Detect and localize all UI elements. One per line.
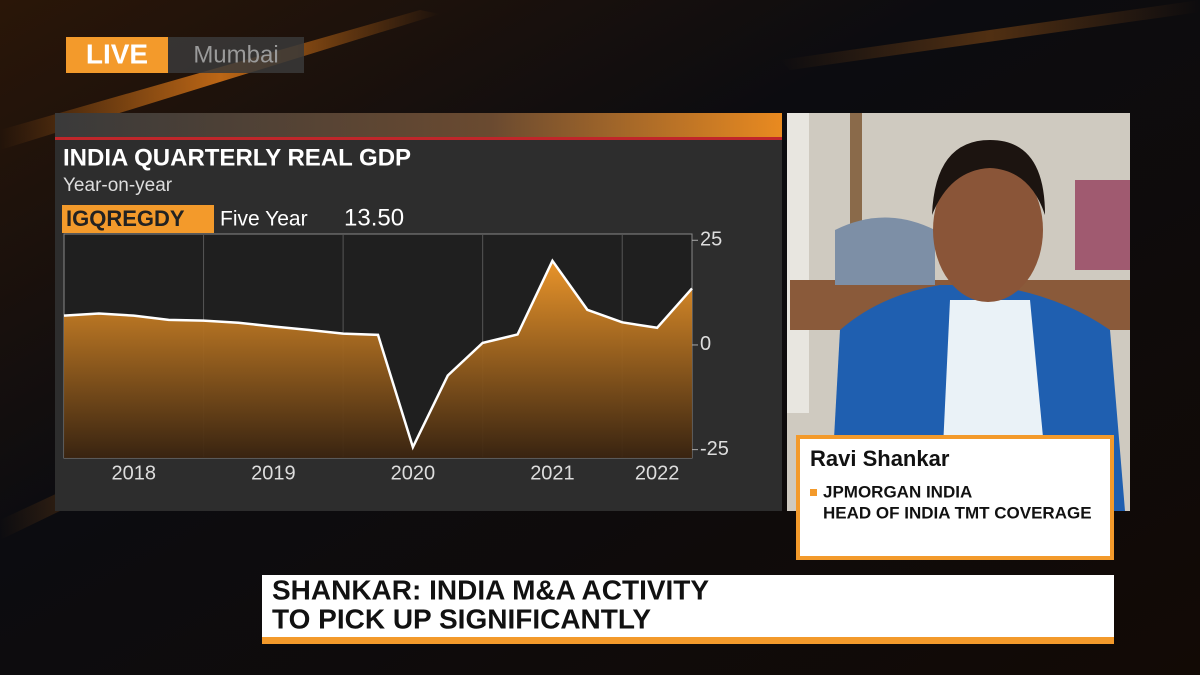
panel-red-rule xyxy=(55,137,782,140)
headline-bg xyxy=(262,575,1114,637)
chart-title: INDIA QUARTERLY REAL GDP xyxy=(63,144,411,171)
face xyxy=(933,158,1043,302)
name-card: Ravi Shankar JPMORGAN INDIA HEAD OF INDI… xyxy=(796,435,1114,560)
x-tick-label: 2019 xyxy=(251,462,296,484)
headline-rule xyxy=(262,637,1114,644)
panel-top-bar xyxy=(55,113,782,138)
bullet xyxy=(810,489,817,496)
period: Five Year xyxy=(220,208,308,231)
headline-line: SHANKAR: INDIA M&A ACTIVITY xyxy=(272,574,709,605)
card-bg xyxy=(796,435,1114,560)
y-tick-label: 0 xyxy=(700,333,711,355)
live-badge xyxy=(66,37,168,73)
x-tick-label: 2021 xyxy=(530,462,575,484)
x-tick-label: 2020 xyxy=(391,462,436,484)
chair xyxy=(835,217,935,285)
last-value: 13.50 xyxy=(344,204,404,231)
guest-name: Ravi Shankar xyxy=(810,446,950,471)
live-label: LIVE xyxy=(86,38,148,69)
location-label: Mumbai xyxy=(193,41,278,68)
picture-frame xyxy=(1075,180,1130,270)
x-tick-label: 2018 xyxy=(112,462,157,484)
area xyxy=(64,260,692,458)
ticker-badge xyxy=(62,205,214,233)
wall-panel xyxy=(787,113,809,413)
headline-line: TO PICK UP SIGNIFICANTLY xyxy=(272,603,651,634)
light-streak xyxy=(780,0,1200,70)
y-tick-label: 25 xyxy=(700,229,722,251)
chart-subtitle: Year-on-year xyxy=(63,175,173,196)
headline-bar: SHANKAR: INDIA M&A ACTIVITY TO PICK UP S… xyxy=(262,574,1114,644)
ticker: IGQREGDY xyxy=(66,206,185,231)
location-badge xyxy=(168,37,304,73)
y-tick-label: -25 xyxy=(700,438,729,460)
line xyxy=(63,258,693,451)
guest-role: HEAD OF INDIA TMT COVERAGE xyxy=(823,503,1092,522)
x-tick-label: 2022 xyxy=(635,462,680,484)
guest-company: JPMORGAN INDIA xyxy=(823,482,972,501)
chart-panel: INDIA QUARTERLY REAL GDP Year-on-year IG… xyxy=(55,113,782,511)
hair xyxy=(932,140,1045,215)
